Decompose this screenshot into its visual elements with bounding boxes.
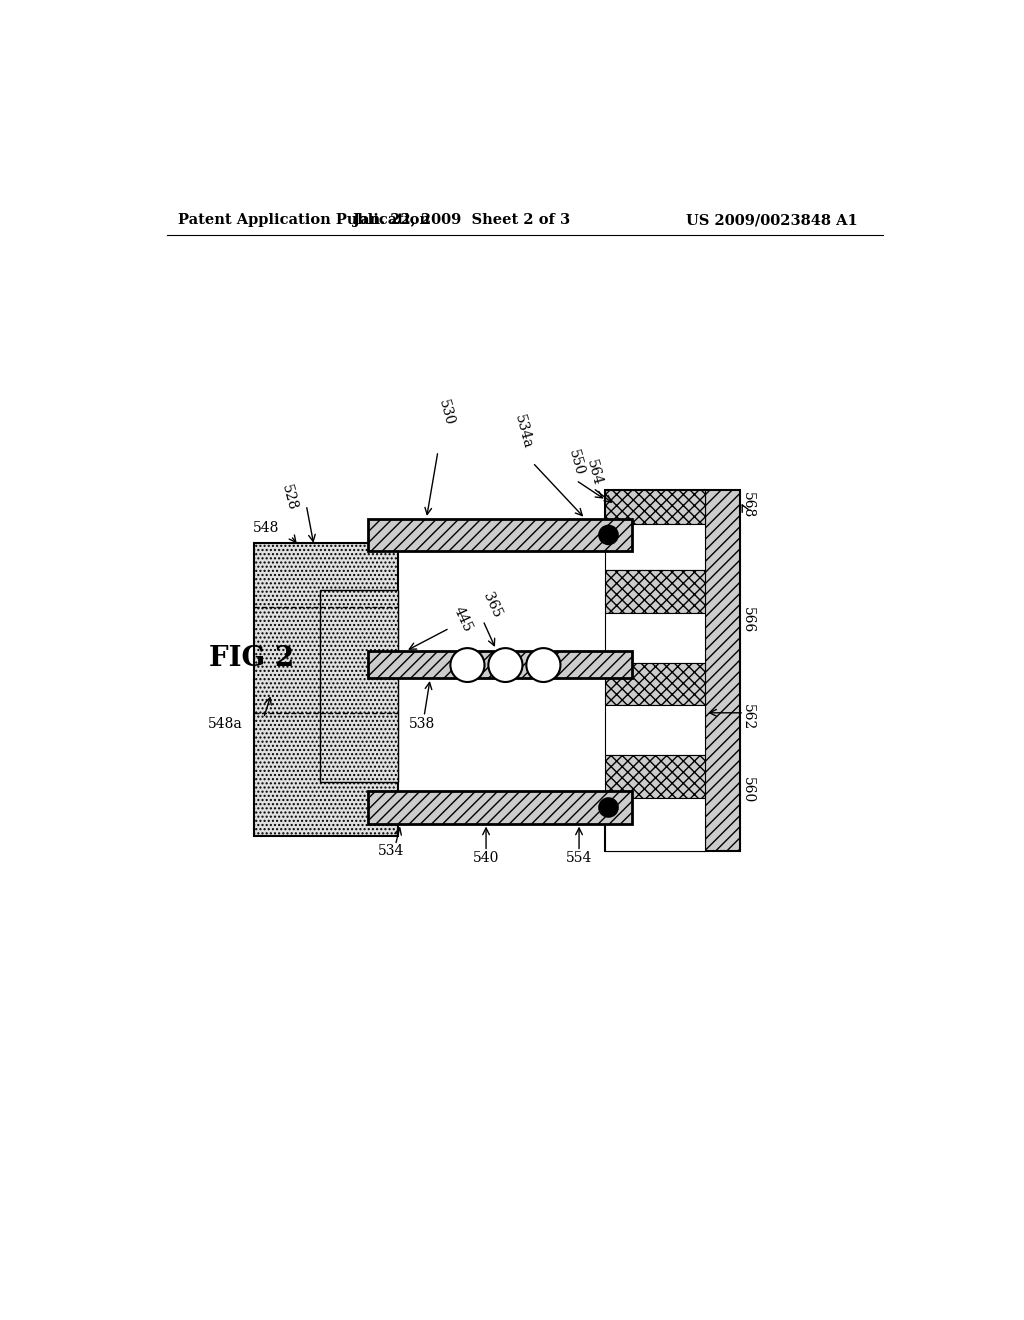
Bar [604, 797, 706, 851]
Text: 564: 564 [584, 458, 604, 487]
Text: 568: 568 [741, 492, 755, 517]
Bar [604, 663, 706, 705]
Text: 548a: 548a [208, 717, 243, 731]
Text: 566: 566 [741, 607, 755, 634]
Circle shape [599, 525, 617, 544]
Text: 528: 528 [280, 483, 299, 512]
Text: 538: 538 [410, 717, 435, 731]
Text: 554: 554 [566, 850, 592, 865]
Bar [369, 651, 632, 678]
Text: 534a: 534a [512, 413, 535, 450]
Circle shape [599, 799, 617, 817]
Bar [604, 755, 706, 797]
Text: 550: 550 [566, 447, 586, 477]
Text: 534: 534 [378, 845, 404, 858]
Text: 562: 562 [741, 704, 755, 730]
Bar [604, 705, 706, 755]
Text: 560: 560 [741, 776, 755, 803]
Circle shape [488, 648, 522, 682]
Text: 548: 548 [253, 521, 280, 535]
Text: 365: 365 [480, 590, 505, 620]
Bar [321, 590, 397, 781]
Bar [369, 792, 632, 824]
Bar [604, 612, 706, 663]
Text: US 2009/0023848 A1: US 2009/0023848 A1 [686, 213, 858, 227]
Text: 445: 445 [452, 603, 475, 634]
Bar [604, 570, 706, 612]
Text: 530: 530 [435, 399, 456, 426]
Circle shape [451, 648, 484, 682]
Bar [604, 524, 706, 570]
Bar [604, 490, 706, 524]
Bar [604, 490, 706, 521]
Text: 540: 540 [473, 850, 500, 865]
Bar [369, 519, 632, 552]
Text: Patent Application Publication: Patent Application Publication [178, 213, 430, 227]
Bar [706, 490, 740, 851]
Text: Jan. 22, 2009  Sheet 2 of 3: Jan. 22, 2009 Sheet 2 of 3 [352, 213, 569, 227]
Bar [604, 822, 706, 851]
Circle shape [526, 648, 560, 682]
Text: FIG 2: FIG 2 [209, 645, 295, 672]
Bar [254, 544, 397, 836]
